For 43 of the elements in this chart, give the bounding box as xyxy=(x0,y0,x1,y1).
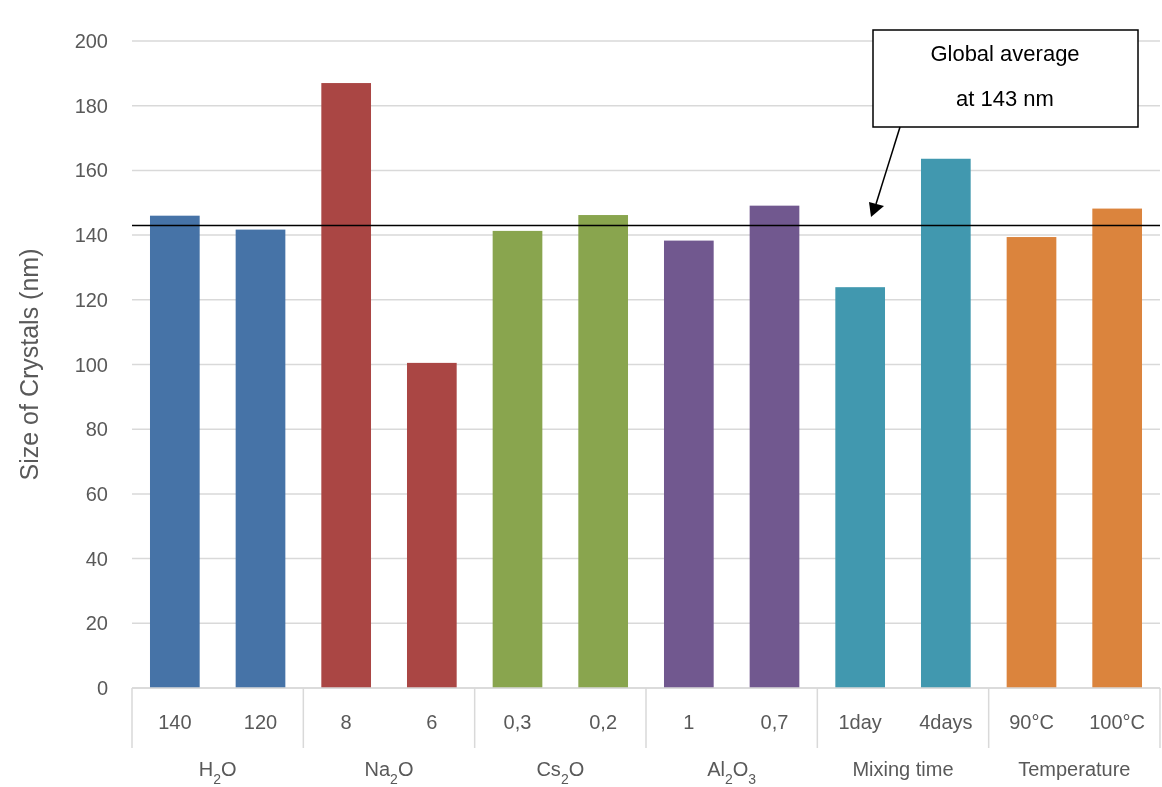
bar xyxy=(578,215,629,688)
bar xyxy=(235,229,286,688)
bar xyxy=(321,83,372,688)
bar xyxy=(1006,237,1057,688)
y-tick-label: 80 xyxy=(85,418,108,441)
y-tick-label: 200 xyxy=(74,30,108,52)
y-tick-label: 140 xyxy=(74,224,108,247)
y-tick-label: 120 xyxy=(74,288,108,311)
x-tick-label: 0,2 xyxy=(589,711,618,733)
x-tick-label: 1 xyxy=(683,711,695,733)
x-tick-label: 0,3 xyxy=(503,711,532,733)
x-tick-label: 90°C xyxy=(1009,711,1054,733)
text: H$_{2}$O xyxy=(198,758,237,787)
x-tick-label: 8 xyxy=(340,711,352,733)
x-tick-label: 140 xyxy=(158,711,192,733)
text: Cs$_{2}$O xyxy=(536,758,585,787)
text: Al$_{2}$O$_{3}$ xyxy=(707,758,757,787)
ref-line-label: Global average at 143 nm xyxy=(930,40,1080,111)
y-tick-label: 20 xyxy=(85,612,108,635)
y-tick-label: 160 xyxy=(74,159,108,182)
text: Na$_{2}$O xyxy=(364,758,414,787)
bar xyxy=(492,230,543,688)
x-tick-label: 0,7 xyxy=(760,711,789,733)
x-tick-label: 120 xyxy=(243,711,278,733)
text: Temperature xyxy=(1018,758,1131,780)
bar xyxy=(663,240,714,688)
y-tick-label: 180 xyxy=(74,94,108,117)
text: Mixing time xyxy=(852,758,954,780)
bar xyxy=(835,287,886,688)
y-tick-label: 100 xyxy=(74,353,108,376)
bar xyxy=(149,215,200,688)
x-tick-label: 6 xyxy=(426,711,438,733)
bar xyxy=(920,158,971,688)
y-tick-label: 60 xyxy=(85,482,108,505)
y-tick-label: 40 xyxy=(85,547,108,570)
x-tick-label: 100°C xyxy=(1089,711,1146,733)
x-tick-label: 4days xyxy=(919,711,973,733)
bar xyxy=(1092,208,1143,688)
y-axis-title: Size of Crystals (nm) xyxy=(15,248,43,481)
bar xyxy=(749,205,800,688)
y-tick-label: 0 xyxy=(96,677,108,699)
bar xyxy=(406,362,457,688)
x-tick-label: 1day xyxy=(838,711,882,733)
